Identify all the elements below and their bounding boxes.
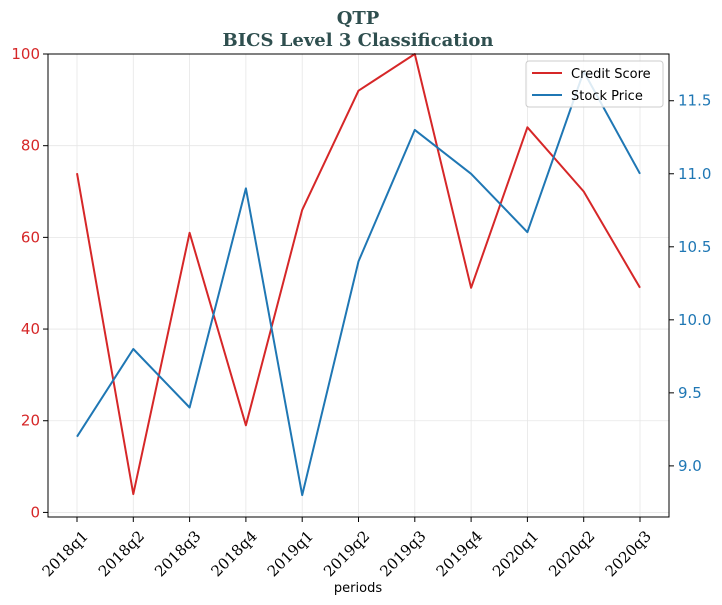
legend-label: Credit Score xyxy=(571,67,651,82)
y-left-tick-label: 100 xyxy=(11,45,40,63)
x-tick-label: 2018q1 xyxy=(39,527,92,580)
y-left-tick-label: 0 xyxy=(30,503,40,521)
x-tick-label: 2020q1 xyxy=(489,527,542,580)
x-tick-label: 2019q1 xyxy=(264,527,317,580)
x-tick-label: 2019q2 xyxy=(320,527,373,580)
x-tick-label: 2018q2 xyxy=(95,527,148,580)
y-left-tick-label: 80 xyxy=(21,137,40,155)
legend: Credit Score Stock Price xyxy=(525,60,664,108)
x-tick-label: 2019q3 xyxy=(376,527,429,580)
grid xyxy=(48,53,669,517)
legend-label: Stock Price xyxy=(571,89,643,104)
y-left-tick-label: 60 xyxy=(21,228,40,246)
x-tick-label: 2018q3 xyxy=(151,527,204,580)
series-lines xyxy=(76,53,641,497)
x-tick-label: 2019q4 xyxy=(433,527,486,580)
series-line-credit-score xyxy=(76,53,641,496)
y-right-tick-label: 10.0 xyxy=(678,311,711,329)
y-left-tick-label: 20 xyxy=(21,412,40,430)
x-tick-label: 2018q4 xyxy=(207,527,260,580)
ticks: 0 20 40 60 80 100 9.0 9.5 10.0 10.5 11.0 11.5 2018q1… xyxy=(11,45,711,580)
x-tick-label: 2020q3 xyxy=(602,527,655,580)
y-right-tick-label: 11.0 xyxy=(678,165,711,183)
y-right-tick-label: 10.5 xyxy=(678,238,711,256)
x-tick-label: 2020q2 xyxy=(545,527,598,580)
y-right-tick-label: 9.5 xyxy=(678,384,702,402)
y-right-tick-label: 11.5 xyxy=(678,92,711,110)
chart-title: QTP xyxy=(337,8,380,29)
x-axis-label: periods xyxy=(334,581,382,596)
y-right-tick-label: 9.0 xyxy=(678,457,702,475)
chart-subtitle: BICS Level 3 Classification xyxy=(222,30,493,51)
y-left-tick-label: 40 xyxy=(21,320,40,338)
